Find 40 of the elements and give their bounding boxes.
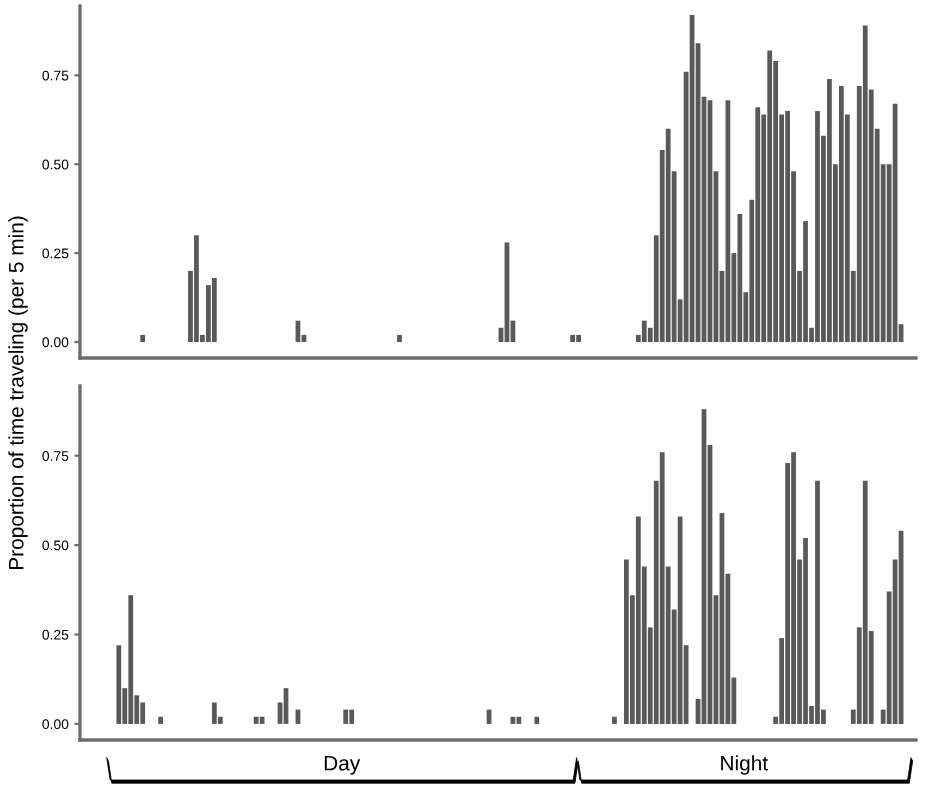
bar <box>576 334 581 342</box>
bar <box>158 716 163 724</box>
bar <box>194 235 199 342</box>
bar <box>397 334 402 342</box>
bar <box>862 480 868 724</box>
bar <box>211 278 217 342</box>
bar <box>534 716 540 724</box>
bar <box>211 702 217 724</box>
bar <box>641 320 647 342</box>
bar <box>570 334 576 342</box>
bar <box>128 595 134 724</box>
bar <box>343 709 349 724</box>
text: Day <box>324 756 361 775</box>
bar <box>785 110 790 342</box>
bar <box>206 285 211 342</box>
bar <box>349 709 355 724</box>
bar <box>827 78 832 342</box>
bar <box>140 334 146 342</box>
text: Night <box>721 755 768 775</box>
bar <box>737 214 743 342</box>
bar <box>755 107 761 342</box>
bar <box>803 221 808 342</box>
bar <box>116 645 122 724</box>
bar <box>140 702 146 724</box>
bar <box>635 516 641 724</box>
bar <box>253 716 259 724</box>
bar <box>612 716 617 724</box>
bar <box>803 537 808 724</box>
bar <box>815 110 820 342</box>
y-axis-title: Proportion of time traveling (per 5 min) <box>8 216 28 570</box>
bar <box>838 86 844 342</box>
bar <box>259 716 265 724</box>
bar <box>815 480 820 724</box>
bar <box>659 452 665 724</box>
bar <box>791 452 796 724</box>
bar <box>624 559 629 724</box>
bar <box>862 25 868 342</box>
bar <box>677 516 683 724</box>
bar <box>767 50 773 342</box>
bar <box>665 128 671 342</box>
